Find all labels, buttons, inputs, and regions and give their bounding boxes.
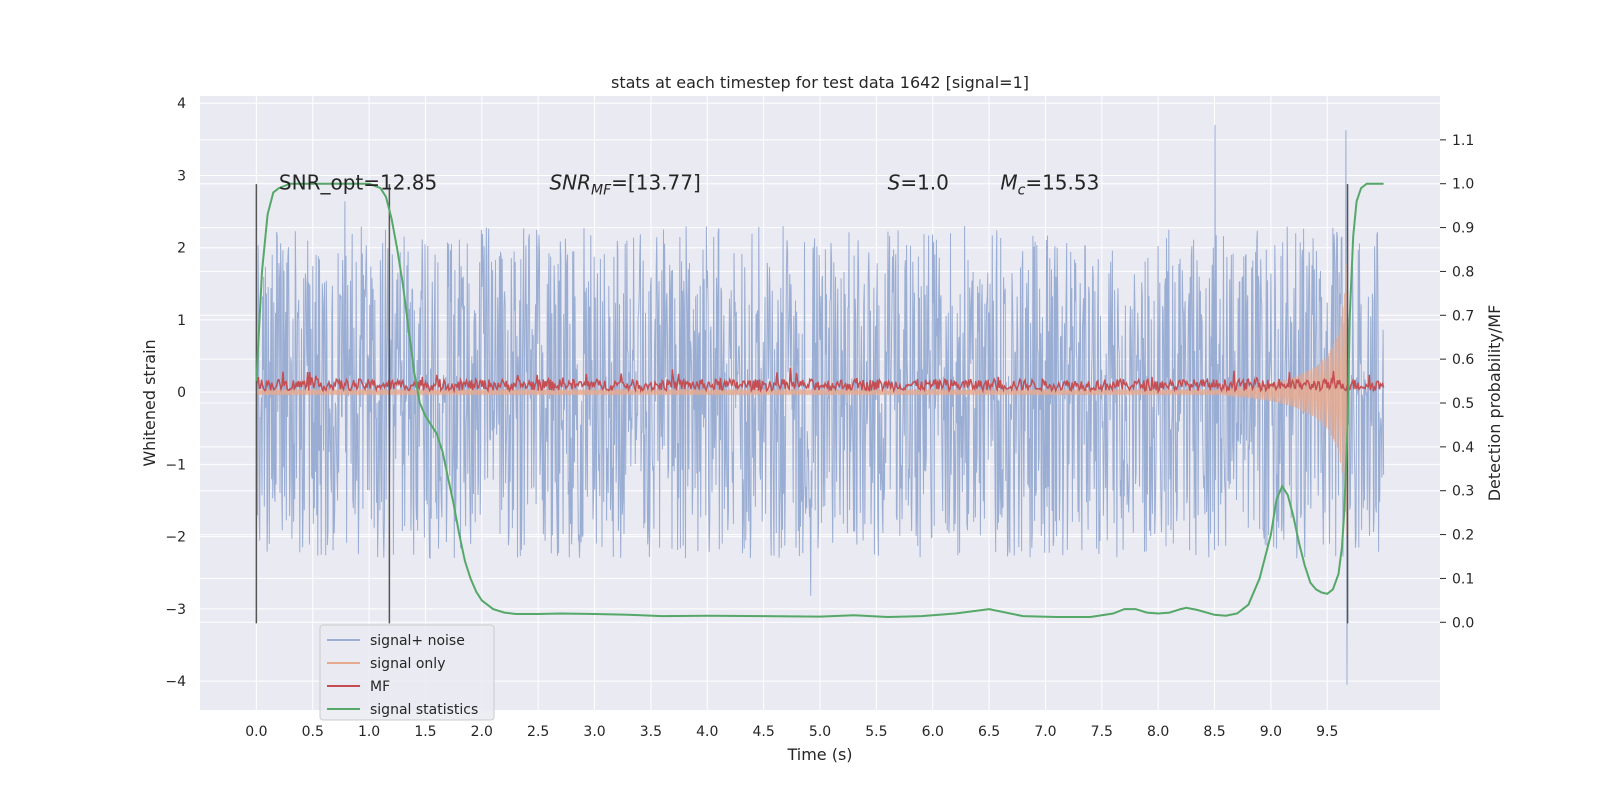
x-tick-label-9: 4.5 bbox=[753, 724, 775, 740]
y-right-tick-label-4: 0.4 bbox=[1452, 440, 1474, 456]
series-signal-only bbox=[255, 233, 1349, 537]
x-tick-label-8: 4.0 bbox=[696, 724, 718, 740]
y-tick-label-3: −1 bbox=[165, 457, 186, 473]
annotation-1: SNRMF=[13.77] bbox=[549, 171, 700, 199]
x-tick-label-17: 8.5 bbox=[1203, 724, 1225, 740]
y-right-tick-label-7: 0.7 bbox=[1452, 308, 1474, 324]
series-signal-statistics bbox=[255, 182, 1384, 619]
y-axis-label: Whitened strain bbox=[140, 339, 159, 466]
series-signal-noise bbox=[255, 124, 1385, 685]
legend-label-signal-statistics: signal statistics bbox=[370, 702, 478, 718]
legend-label-mf: MF bbox=[370, 679, 390, 695]
annotation-3: Mc=15.53 bbox=[1000, 171, 1099, 199]
x-tick-label-7: 3.5 bbox=[640, 724, 662, 740]
y-ticks-right: 0.0 0.1 0.2 0.3 0.4 0.5 0.6 0.7 0.8 0.9 1.0 1.1 bbox=[1440, 133, 1474, 631]
x-tick-label-19: 9.5 bbox=[1316, 724, 1338, 740]
x-tick-label-6: 3.0 bbox=[583, 724, 605, 740]
annotation-2: S=1.0 bbox=[888, 171, 949, 195]
y-right-tick-label-2: 0.2 bbox=[1452, 528, 1474, 544]
series-mf bbox=[255, 367, 1385, 395]
x-tick-label-14: 7.0 bbox=[1034, 724, 1056, 740]
legend: signal+ noise signal only MF signal stat… bbox=[319, 624, 495, 721]
x-tick-label-3: 1.5 bbox=[414, 724, 436, 740]
x-tick-label-10: 5.0 bbox=[809, 724, 831, 740]
annotation-0: SNR_opt=12.85 bbox=[279, 171, 437, 195]
x-ticks: 0.0 0.5 1.0 1.5 2.0 2.5 3.0 3.5 4.0 4.5 5.0 5.5 6.0 6… bbox=[245, 724, 1338, 740]
y-right-tick-label-3: 0.3 bbox=[1452, 484, 1474, 500]
series-line-signal-statistics bbox=[255, 182, 1384, 619]
annotations: SNR_opt=12.85 SNRMF=[13.77] S=1.0 Mc=15.53 bbox=[279, 171, 1099, 199]
y-right-tick-label-5: 0.5 bbox=[1452, 396, 1474, 412]
x-tick-label-4: 2.0 bbox=[471, 724, 493, 740]
legend-box bbox=[319, 624, 495, 721]
x-tick-label-13: 6.5 bbox=[978, 724, 1000, 740]
y-right-tick-label-0: 0.0 bbox=[1452, 615, 1474, 631]
x-tick-label-1: 0.5 bbox=[302, 724, 324, 740]
x-tick-label-15: 7.5 bbox=[1091, 724, 1113, 740]
y-right-tick-label-8: 0.8 bbox=[1452, 264, 1474, 280]
x-tick-label-12: 6.0 bbox=[922, 724, 944, 740]
y-right-tick-label-10: 1.0 bbox=[1452, 177, 1474, 193]
series-line-signal-only bbox=[255, 233, 1349, 537]
y-right-tick-label-11: 1.1 bbox=[1452, 133, 1474, 149]
y-tick-label-6: 2 bbox=[177, 241, 186, 257]
y-ticks-left: −4 −3 −2 −1 0 1 2 3 4 bbox=[165, 96, 186, 690]
y-tick-label-4: 0 bbox=[177, 385, 186, 401]
x-axis-label: Time (s) bbox=[786, 745, 852, 764]
x-tick-label-2: 1.0 bbox=[358, 724, 380, 740]
y-tick-label-1: −3 bbox=[165, 602, 186, 618]
series-line-mf bbox=[255, 367, 1385, 395]
y-tick-label-2: −2 bbox=[165, 530, 186, 546]
y-axis-label-right: Detection probability/MF bbox=[1485, 305, 1504, 502]
y-tick-label-8: 4 bbox=[177, 96, 186, 112]
series-line-signal-noise bbox=[255, 124, 1385, 685]
legend-label-signal-noise: signal+ noise bbox=[370, 633, 465, 649]
x-tick-label-16: 8.0 bbox=[1147, 724, 1169, 740]
y-right-tick-label-1: 0.1 bbox=[1452, 571, 1474, 587]
y-right-tick-label-9: 0.9 bbox=[1452, 221, 1474, 237]
y-tick-label-5: 1 bbox=[177, 313, 186, 329]
y-tick-label-7: 3 bbox=[177, 168, 186, 184]
legend-label-signal-only: signal only bbox=[370, 656, 445, 672]
chart-title: stats at each timestep for test data 164… bbox=[611, 73, 1029, 92]
y-tick-label-0: −4 bbox=[165, 674, 186, 690]
x-tick-label-0: 0.0 bbox=[245, 724, 267, 740]
x-tick-label-5: 2.5 bbox=[527, 724, 549, 740]
x-tick-label-11: 5.5 bbox=[865, 724, 887, 740]
y-right-tick-label-6: 0.6 bbox=[1452, 352, 1474, 368]
x-tick-label-18: 9.0 bbox=[1260, 724, 1282, 740]
